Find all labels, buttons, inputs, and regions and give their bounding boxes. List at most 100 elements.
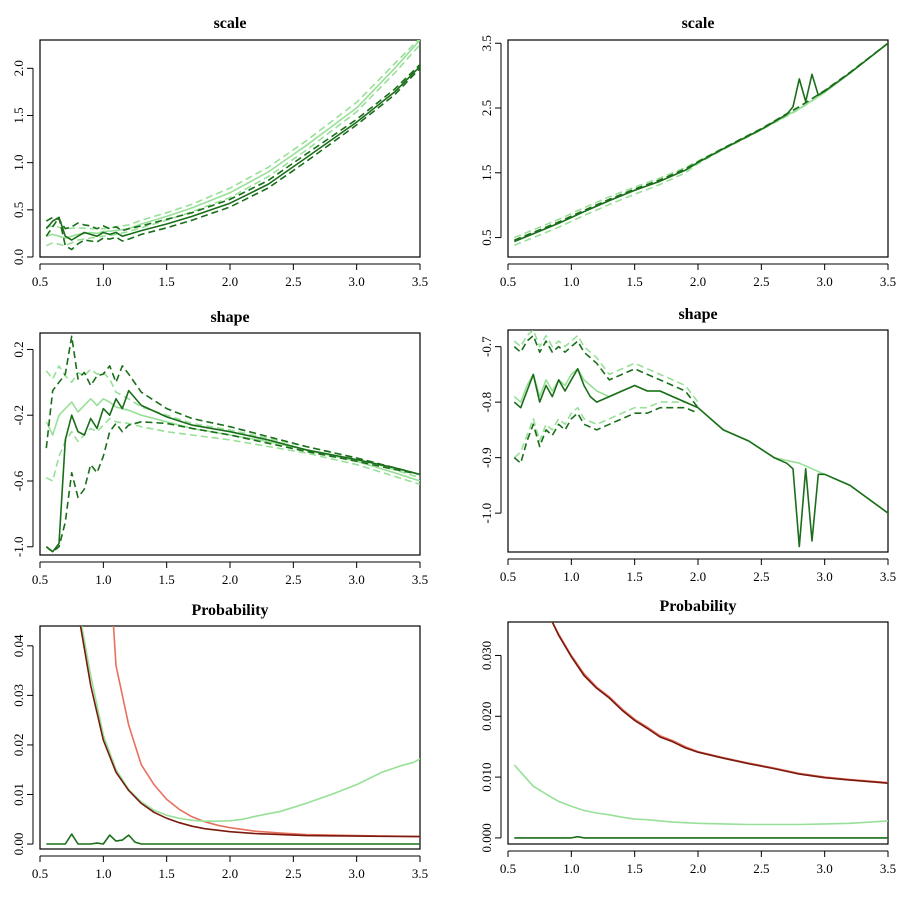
x-tick-label: 2.0 xyxy=(690,274,706,289)
x-tick-label: 2.0 xyxy=(690,861,706,876)
series-line xyxy=(46,40,420,239)
x-tick-label: 0.5 xyxy=(32,866,48,881)
series-line xyxy=(514,835,888,839)
panel-title: scale xyxy=(214,15,247,32)
x-tick-label: 1.5 xyxy=(627,861,643,876)
y-tick-label: 0.01 xyxy=(11,783,26,806)
series-line xyxy=(513,764,888,826)
y-tick-label: -0.2 xyxy=(11,405,26,426)
panel-probability-right: Probability 0.5 1.0 1.5 2.0 2.5 3.0 3.5 0.000 0.0… xyxy=(479,598,896,876)
series-line xyxy=(46,833,420,845)
y-tick-label: -1.0 xyxy=(11,536,26,557)
x-tick-label: 1.5 xyxy=(159,572,175,587)
series-line xyxy=(513,330,699,403)
x-tick-label: 3.0 xyxy=(817,861,833,876)
y-tick-label: 0.000 xyxy=(479,823,494,852)
x-tick-label: 1.5 xyxy=(627,569,643,584)
panel-title: Probability xyxy=(659,598,736,615)
x-tick-label: 1.0 xyxy=(563,861,579,876)
series-group xyxy=(45,40,420,251)
y-tick-label: 0.0 xyxy=(11,249,26,265)
x-tick-label: 3.5 xyxy=(880,274,896,289)
series-group xyxy=(513,622,888,839)
panel-title: Probability xyxy=(191,602,268,619)
x-tick-label: 1.0 xyxy=(563,274,579,289)
x-tick-label: 3.5 xyxy=(412,274,428,289)
series-line xyxy=(45,65,420,241)
series-line xyxy=(45,365,420,479)
series-line xyxy=(513,42,888,241)
plot-frame xyxy=(39,332,421,556)
series-line xyxy=(45,67,420,251)
panel-title: scale xyxy=(682,15,715,32)
series-line xyxy=(45,389,420,553)
x-tick-label: 1.0 xyxy=(95,572,111,587)
x-tick-label: 3.0 xyxy=(349,572,365,587)
plot-frame xyxy=(507,621,889,845)
y-tick-label: 3.5 xyxy=(479,35,494,51)
y-tick-label: 1.5 xyxy=(11,107,26,123)
x-tick-label: 2.5 xyxy=(285,866,301,881)
y-tick-label: 0.030 xyxy=(479,641,494,670)
series-line xyxy=(551,622,888,784)
series-line xyxy=(45,63,420,232)
panel-shape-right: shape 0.5 1.0 1.5 2.0 2.5 3.0 3.5 -1.0 -0.9 -0.8 -0… xyxy=(479,306,896,584)
x-tick-label: 3.0 xyxy=(349,274,365,289)
plot-frame xyxy=(39,39,421,258)
x-tick-label: 1.0 xyxy=(95,866,111,881)
y-tick-label: 0.2 xyxy=(11,341,26,357)
x-tick-label: 2.5 xyxy=(285,572,301,587)
series-line xyxy=(513,42,888,243)
series-line xyxy=(81,626,420,823)
series-line xyxy=(79,626,420,838)
y-tick-label: 2.0 xyxy=(11,60,26,76)
series-line xyxy=(513,367,888,548)
series-line xyxy=(112,626,420,838)
y-tick-label: -1.0 xyxy=(479,503,494,524)
series-line xyxy=(45,335,420,476)
x-tick-label: 2.5 xyxy=(753,861,769,876)
x-tick-label: 1.0 xyxy=(95,274,111,289)
x-tick-label: 2.0 xyxy=(222,572,238,587)
x-tick-label: 3.0 xyxy=(817,569,833,584)
x-tick-label: 3.5 xyxy=(880,861,896,876)
y-tick-label: 1.5 xyxy=(479,165,494,181)
panel-scale-right: scale 0.5 1.0 1.5 2.0 2.5 3.0 3.5 0.5 1.5 2.5 3.5 xyxy=(479,15,896,289)
series-line xyxy=(513,42,888,243)
x-tick-label: 2.5 xyxy=(285,274,301,289)
x-tick-label: 2.0 xyxy=(222,274,238,289)
x-tick-label: 2.5 xyxy=(753,274,769,289)
y-tick-label: 0.00 xyxy=(11,833,26,856)
series-line xyxy=(45,417,420,486)
series-group xyxy=(513,330,888,548)
panel-title: shape xyxy=(210,309,249,326)
y-tick-label: 0.5 xyxy=(11,202,26,218)
x-tick-label: 2.0 xyxy=(222,866,238,881)
x-tick-label: 3.0 xyxy=(817,274,833,289)
panel-title: shape xyxy=(678,306,717,323)
panel-scale-left: scale 0.5 1.0 1.5 2.0 2.5 3.0 3.5 0.0 0.5 1.0 1.5 2.… xyxy=(11,15,428,289)
x-tick-label: 2.5 xyxy=(753,569,769,584)
y-tick-label: 0.5 xyxy=(479,229,494,245)
series-group xyxy=(45,335,420,553)
y-tick-label: -0.8 xyxy=(479,392,494,413)
series-line xyxy=(513,406,699,465)
y-tick-label: 0.020 xyxy=(479,702,494,731)
y-tick-label: 0.010 xyxy=(479,762,494,791)
series-group xyxy=(513,42,888,247)
y-tick-label: -0.6 xyxy=(11,470,26,491)
x-tick-label: 0.5 xyxy=(500,274,516,289)
x-tick-label: 1.5 xyxy=(159,274,175,289)
x-tick-label: 1.5 xyxy=(159,866,175,881)
series-line xyxy=(513,42,888,247)
panel-probability-left: Probability 0.5 1.0 1.5 2.0 2.5 3.0 3.5 0.00 0.01… xyxy=(11,602,428,881)
plot-frame xyxy=(507,329,889,553)
x-tick-label: 3.5 xyxy=(880,569,896,584)
series-group xyxy=(46,626,420,845)
x-tick-label: 3.5 xyxy=(412,572,428,587)
x-tick-label: 0.5 xyxy=(500,569,516,584)
series-line xyxy=(45,420,420,553)
y-tick-label: 0.04 xyxy=(11,634,26,657)
x-tick-label: 0.5 xyxy=(32,274,48,289)
